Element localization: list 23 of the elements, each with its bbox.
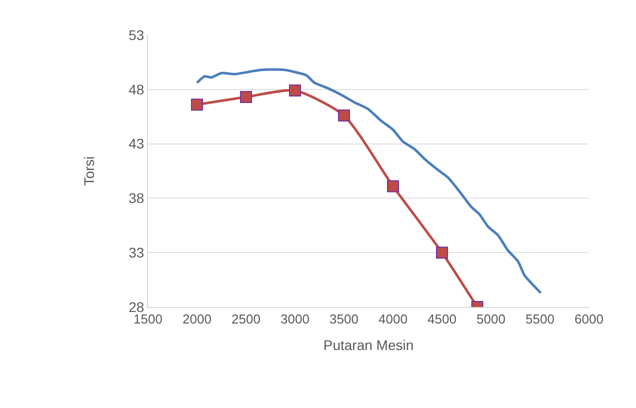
y-tick-label: 53 [128, 26, 144, 43]
x-tick-label: 2000 [182, 312, 212, 327]
point [387, 180, 399, 192]
x-axis-title: Putaran Mesin [323, 336, 414, 353]
x-tick-label: 4500 [428, 312, 456, 327]
y-tick-label: 38 [128, 190, 144, 206]
point [289, 84, 301, 96]
x-tick-label: 5500 [526, 312, 554, 327]
line-series [196, 68, 542, 294]
x-tick-label: 6000 [574, 312, 604, 327]
point [436, 246, 448, 259]
x-tick-label: 3000 [280, 312, 310, 327]
x-tick-label: 2500 [232, 312, 260, 327]
x-tick-label: 3500 [330, 312, 358, 327]
y-tick-label: 33 [128, 244, 144, 260]
point [338, 110, 350, 122]
x-tick-label: 5000 [476, 312, 506, 327]
point [240, 91, 252, 104]
x-tick-label: 4000 [378, 312, 408, 327]
y-axis-title: Torsi [81, 156, 98, 186]
y-tick-label: 43 [128, 136, 144, 152]
point [191, 98, 203, 111]
y-tick-label: 48 [128, 81, 144, 98]
